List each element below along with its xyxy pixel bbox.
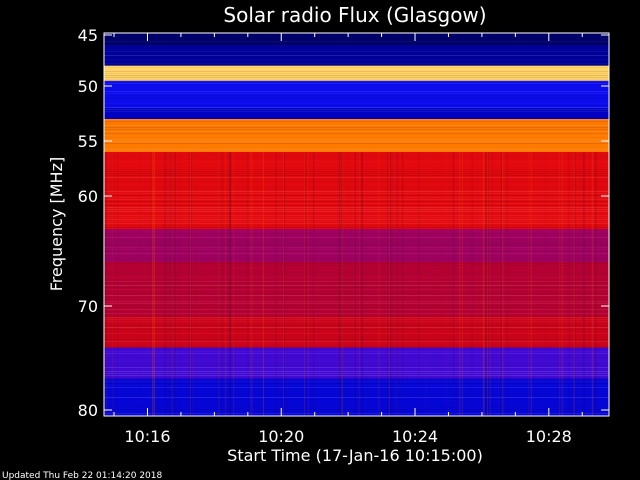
x-tick-label: 10:16 bbox=[124, 427, 170, 446]
frequency-band-5 bbox=[104, 119, 609, 152]
y-tick-label: 80 bbox=[78, 401, 98, 420]
spectrogram-texture bbox=[104, 33, 609, 416]
x-tick-label: 10:20 bbox=[258, 427, 304, 446]
y-tick-label: 55 bbox=[78, 132, 98, 151]
frequency-band-9 bbox=[104, 316, 609, 348]
x-tick-label: 10:28 bbox=[526, 427, 572, 446]
frequency-band-11 bbox=[104, 378, 609, 416]
frequency-band-1 bbox=[104, 45, 609, 66]
y-axis-label: Frequency [MHz] bbox=[47, 157, 66, 291]
x-axis-label: Start Time (17-Jan-16 10:15:00) bbox=[227, 446, 483, 465]
y-tick-label: 50 bbox=[78, 77, 98, 96]
x-axis: 10:16 10:20 10:24 10:28 bbox=[113, 33, 583, 446]
frequency-band-0 bbox=[104, 33, 609, 46]
updated-timestamp: Updated Thu Feb 22 01:14:20 2018 bbox=[2, 471, 163, 480]
frequency-band-3 bbox=[104, 80, 609, 108]
frequency-band-4 bbox=[104, 108, 609, 119]
plot-frame bbox=[103, 32, 610, 417]
frequency-band-10 bbox=[104, 347, 609, 379]
frequency-band-6 bbox=[104, 152, 609, 229]
x-tick-label: 10:24 bbox=[392, 427, 438, 446]
frequency-band-8 bbox=[104, 262, 609, 317]
y-tick-label: 45 bbox=[78, 26, 98, 45]
y-tick-label: 70 bbox=[78, 297, 98, 316]
chart-title: Solar radio Flux (Glasgow) bbox=[223, 3, 486, 27]
frequency-band-7 bbox=[104, 229, 609, 262]
y-axis: 45 50 55 60 70 80 bbox=[78, 26, 609, 420]
plot-area bbox=[104, 33, 609, 416]
y-tick-label: 60 bbox=[78, 187, 98, 206]
frequency-band-2 bbox=[104, 65, 609, 81]
